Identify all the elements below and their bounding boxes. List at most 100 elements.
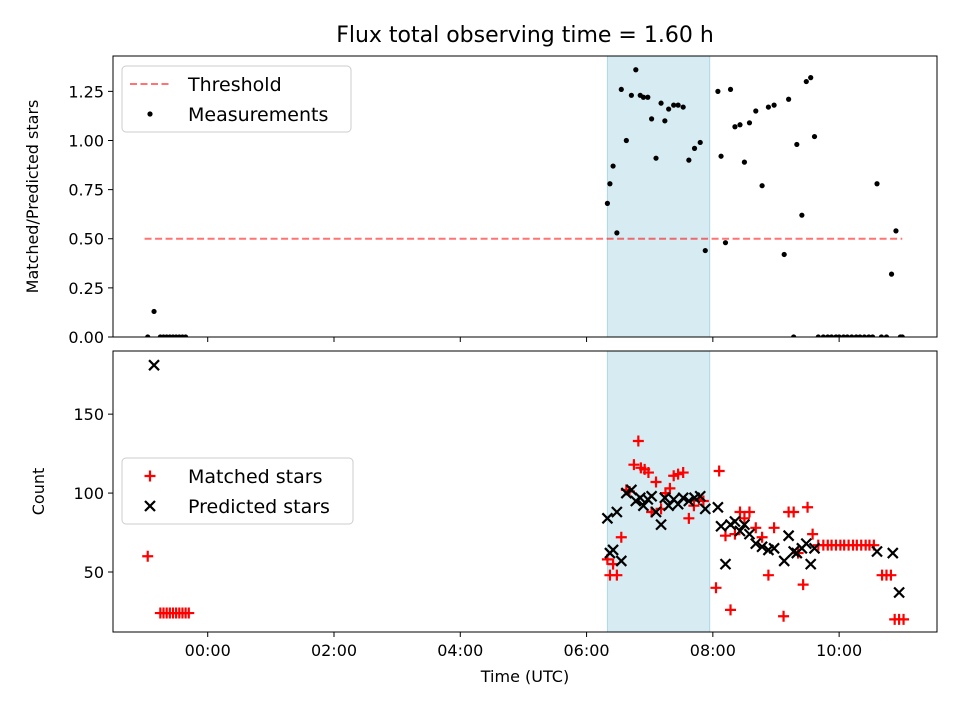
y-axis-label: Matched/Predicted stars	[23, 100, 42, 294]
data-point	[610, 163, 616, 169]
legend-label-matched-stars: Matched stars	[188, 466, 322, 488]
data-point	[719, 530, 731, 542]
y-axis-label: Count	[29, 468, 48, 516]
data-point	[871, 545, 883, 558]
data-point	[729, 528, 741, 540]
data-point	[604, 200, 611, 206]
data-point	[887, 547, 899, 559]
data-point	[142, 550, 154, 562]
data-point	[762, 569, 774, 581]
x-tick-label: 02:00	[311, 641, 357, 660]
data-point	[683, 512, 695, 524]
legend-swatch-matched-stars	[144, 470, 156, 482]
data-point	[650, 476, 662, 488]
legend: Matched stars Predicted stars	[121, 457, 354, 525]
data-point	[640, 94, 646, 100]
data-point	[697, 495, 709, 507]
data-point	[677, 467, 689, 479]
data-point	[645, 490, 658, 503]
data-point	[734, 506, 746, 518]
data-point	[753, 108, 759, 114]
data-point	[710, 582, 722, 594]
y-tick-label: 100	[73, 484, 104, 503]
data-point	[686, 157, 692, 163]
data-point	[697, 139, 703, 146]
data-point	[820, 334, 826, 337]
data-point	[664, 482, 676, 494]
data-point	[808, 542, 821, 555]
data-point	[666, 106, 672, 112]
data-point	[849, 334, 855, 337]
data-point	[648, 116, 655, 122]
data-point	[786, 96, 792, 102]
data-point	[694, 490, 706, 503]
data-point	[645, 94, 651, 100]
data-point	[729, 515, 741, 528]
y-tick-label: 0.00	[68, 328, 104, 347]
data-point	[759, 183, 765, 189]
legend-swatch-measurements	[147, 111, 153, 117]
data-point	[691, 145, 698, 151]
legend-label-threshold: Threshold	[187, 74, 282, 96]
legend-label-measurements: Measurements	[188, 104, 328, 126]
data-point	[615, 555, 628, 567]
x-tick-label: 10:00	[816, 641, 862, 660]
data-point	[614, 230, 620, 236]
data-point	[782, 529, 795, 542]
data-point	[680, 104, 686, 110]
data-point	[151, 308, 157, 315]
data-point	[655, 518, 667, 531]
data-point	[659, 492, 671, 504]
data-point	[771, 102, 777, 108]
data-point	[671, 102, 677, 108]
data-point	[836, 334, 842, 337]
data-point	[756, 531, 768, 543]
data-point	[746, 120, 753, 126]
data-point	[788, 506, 800, 518]
data-point	[899, 334, 905, 337]
data-point	[883, 334, 890, 337]
y-tick-label: 1.25	[68, 82, 104, 101]
data-point	[734, 525, 746, 537]
data-point	[712, 501, 724, 514]
data-point	[628, 459, 640, 471]
data-point	[803, 78, 809, 85]
data-point	[737, 122, 743, 128]
data-point	[828, 334, 835, 337]
axes-frame	[112, 350, 938, 633]
data-point	[893, 586, 905, 599]
data-point	[861, 334, 867, 337]
data-point	[727, 86, 734, 93]
data-point	[637, 499, 650, 512]
data-point	[898, 613, 910, 625]
data-point	[662, 118, 668, 124]
data-point	[719, 558, 732, 570]
data-point	[800, 537, 813, 550]
data-point	[658, 100, 664, 106]
data-point	[715, 520, 727, 533]
data-point	[607, 544, 619, 556]
legend: Threshold Measurements	[121, 65, 352, 133]
data-point	[815, 334, 821, 337]
y-tick-label: 0.75	[68, 181, 104, 200]
data-point	[675, 102, 681, 108]
data-point	[625, 484, 638, 496]
data-point	[750, 522, 762, 534]
data-point	[601, 512, 614, 525]
top-panel: 0.00 0.25 0.50 0.75 1.00 1.25 Matched/Predicte…	[23, 55, 938, 347]
data-point	[781, 251, 787, 258]
data-point	[893, 228, 899, 234]
data-point	[683, 495, 695, 507]
data-point	[802, 501, 814, 513]
data-point	[702, 247, 708, 254]
series-predicted-stars	[148, 359, 905, 599]
legend-frame	[121, 65, 352, 133]
series-measurements	[145, 67, 905, 337]
data-point	[699, 503, 712, 515]
observing-window-span	[606, 56, 711, 337]
data-point	[807, 528, 819, 540]
x-tick-label: 06:00	[564, 641, 610, 660]
data-point	[756, 540, 768, 553]
data-point	[878, 334, 885, 337]
